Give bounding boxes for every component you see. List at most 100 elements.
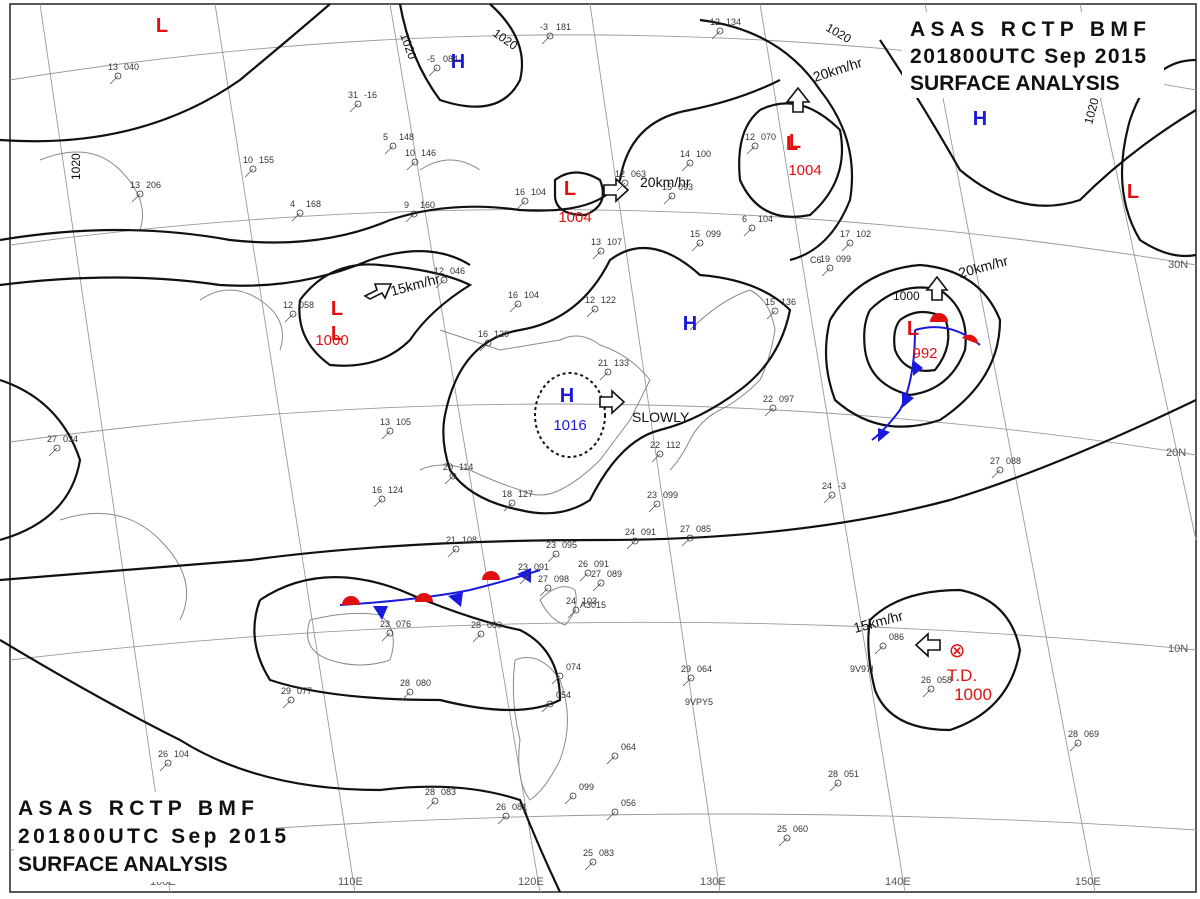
isobar xyxy=(0,3,331,143)
wind-barb xyxy=(541,703,551,713)
wind-barb xyxy=(349,103,359,113)
station-circle xyxy=(611,752,619,760)
station-circle xyxy=(296,209,304,217)
station-plot: -5 084 xyxy=(427,54,458,77)
station-circle xyxy=(546,700,554,708)
station-temperature: 24 xyxy=(566,596,576,606)
station-circle xyxy=(1074,739,1082,747)
station-circle xyxy=(431,797,439,805)
station-pressure: 146 xyxy=(421,148,436,158)
wind-barb xyxy=(599,371,609,381)
wind-barb xyxy=(497,815,507,825)
cold-front-symbol xyxy=(902,392,914,408)
station-temperature: 26 xyxy=(158,749,168,759)
title-bg xyxy=(14,792,276,882)
station-plot: 27 098 xyxy=(538,574,569,597)
station-plot: 28 051 xyxy=(828,769,859,792)
station-temperature: 28 xyxy=(400,678,410,688)
station-temperature: 27 xyxy=(47,434,57,444)
isobar-label: 1000 xyxy=(893,289,920,303)
isobars xyxy=(0,3,1197,893)
station-plot: 28 083 xyxy=(425,787,456,810)
inland-border-2 xyxy=(199,289,283,351)
station-plot: 29 077 xyxy=(281,686,312,709)
station-plot: 25 083 xyxy=(583,848,614,871)
station-circle xyxy=(514,300,522,308)
station-temperature: 21 xyxy=(598,358,608,368)
station-pressure: 104 xyxy=(524,290,539,300)
station-circle xyxy=(879,642,887,650)
station-pressure: 083 xyxy=(441,787,456,797)
station-plot: 074 xyxy=(551,662,581,685)
station-circle xyxy=(546,32,554,40)
title-line: SURFACE ANALYSIS xyxy=(910,72,1120,95)
station-circle xyxy=(686,534,694,542)
wind-barb xyxy=(406,161,416,171)
station-pressure: 089 xyxy=(607,569,622,579)
station-circle xyxy=(449,472,457,480)
station-pressure: 104 xyxy=(758,214,773,224)
station-temperature: 6 xyxy=(742,214,747,224)
station-plot: 28 080 xyxy=(471,620,502,643)
station-plot: 6 104 xyxy=(742,214,773,237)
lon-label: 150E xyxy=(1075,876,1101,888)
station-circle xyxy=(687,674,695,682)
longitude-line-130e xyxy=(589,3,721,893)
title-line: 201800UTC Sep 2015 xyxy=(18,825,286,848)
isobar-closed-outer xyxy=(824,263,1002,428)
isobar-inner xyxy=(893,310,950,372)
isobar-closed-1004 xyxy=(738,102,844,218)
station-plot: 13 206 xyxy=(130,180,161,203)
station-pressure: 091 xyxy=(641,527,656,537)
station-pressure: 100 xyxy=(696,149,711,159)
wind-barb xyxy=(829,782,839,792)
station-temperature: 16 xyxy=(478,329,488,339)
longitude-line-150e xyxy=(924,3,1096,893)
wind-barb xyxy=(472,633,482,643)
longitude-line-100e xyxy=(39,3,171,893)
wind-barb xyxy=(616,182,626,192)
station-plot: 26 104 xyxy=(158,749,189,772)
station-plot: 9 160 xyxy=(404,200,435,223)
isobar xyxy=(0,79,781,244)
station-temperature: 16 xyxy=(515,187,525,197)
station-plot: 10 155 xyxy=(243,155,274,178)
station-circle xyxy=(834,779,842,787)
lon-label: 140E xyxy=(885,876,911,888)
station-pressure: 069 xyxy=(1084,729,1099,739)
wind-barb xyxy=(405,213,415,223)
longitude-line-140e xyxy=(759,3,906,893)
station-temperature: 25 xyxy=(583,848,593,858)
isobar xyxy=(0,250,471,287)
station-plot: 27 089 xyxy=(591,569,622,592)
station-code: 9VPY5 xyxy=(685,697,713,707)
station-temperature: 12 xyxy=(710,17,720,27)
wind-barb xyxy=(606,811,616,821)
wind-barb xyxy=(291,212,301,222)
station-temperature: 4 xyxy=(290,199,295,209)
low-pressure-center: L xyxy=(331,323,343,345)
lat-label: 20N xyxy=(1166,447,1186,459)
station-plot: 24 103 xyxy=(566,596,597,619)
cold-front-symbol xyxy=(913,360,923,376)
wind-barb xyxy=(109,75,119,85)
low-pressure-center: L xyxy=(564,178,576,200)
high-pressure-center: H xyxy=(683,313,697,335)
wind-barb xyxy=(381,632,391,642)
station-pressure: 076 xyxy=(396,619,411,629)
station-plot: 22 112 xyxy=(650,440,680,463)
low-pressure-center: L xyxy=(786,133,798,155)
station-circle xyxy=(668,192,676,200)
station-pressure: 104 xyxy=(531,187,546,197)
china-coast xyxy=(419,329,651,496)
station-plot: 23 091 xyxy=(518,562,549,585)
station-plot: 27 088 xyxy=(990,456,1021,479)
station-temperature: 21 xyxy=(446,535,456,545)
station-temperature: 27 xyxy=(990,456,1000,466)
station-pressure: 070 xyxy=(761,132,776,142)
warm-front-symbol xyxy=(482,571,500,580)
lon-label: 120E xyxy=(518,876,544,888)
station-temperature: 13 xyxy=(108,62,118,72)
